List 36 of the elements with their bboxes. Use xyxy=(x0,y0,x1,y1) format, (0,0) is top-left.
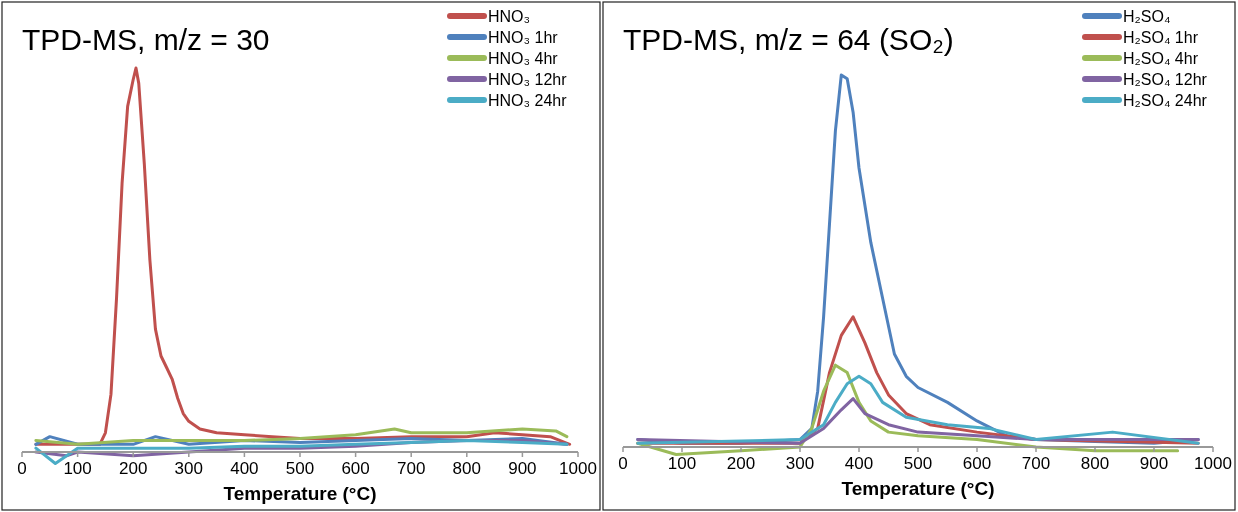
x-tick-label: 200 xyxy=(726,454,756,473)
legend-label: HNO₃ xyxy=(488,8,531,25)
x-axis-title: Temperature (°C) xyxy=(223,483,377,504)
chart-title: TPD-MS, m/z = 64 (SO₂) xyxy=(623,23,954,56)
x-tick-label: 200 xyxy=(119,459,148,478)
x-tick-label: 100 xyxy=(63,459,92,478)
x-tick-label: 1000 xyxy=(1194,454,1232,473)
legend-label: H₂SO₄ 1hr xyxy=(1123,29,1199,46)
x-tick-label: 600 xyxy=(341,459,370,478)
x-tick-label: 300 xyxy=(174,459,203,478)
x-tick-label: 500 xyxy=(903,454,933,473)
legend-label: H₂SO₄ 24hr xyxy=(1123,92,1208,109)
x-axis-title: Temperature (°C) xyxy=(841,478,995,499)
legend-label: HNO₃ 12hr xyxy=(488,71,568,88)
legend-label: HNO₃ 24hr xyxy=(488,92,568,109)
x-tick-label: 300 xyxy=(785,454,815,473)
chart-title: TPD-MS, m/z = 30 xyxy=(22,23,270,56)
x-tick-label: 800 xyxy=(1080,454,1110,473)
legend-label: HNO₃ 4hr xyxy=(488,50,559,67)
x-tick-label: 700 xyxy=(397,459,426,478)
x-tick-label: 400 xyxy=(230,459,259,478)
x-tick-label: 900 xyxy=(508,459,537,478)
x-tick-label: 800 xyxy=(452,459,481,478)
legend-label: HNO₃ 1hr xyxy=(488,29,559,46)
legend-label: H₂SO₄ 4hr xyxy=(1123,50,1199,67)
legend-label: H₂SO₄ 12hr xyxy=(1123,71,1208,88)
legend-label: H₂SO₄ xyxy=(1123,8,1171,25)
x-tick-label: 400 xyxy=(844,454,874,473)
x-tick-label: 700 xyxy=(1021,454,1051,473)
x-tick-label: 900 xyxy=(1139,454,1169,473)
x-tick-label: 600 xyxy=(962,454,992,473)
x-tick-label: 1000 xyxy=(559,459,597,478)
x-tick-label: 100 xyxy=(667,454,697,473)
x-tick-label: 0 xyxy=(618,454,628,473)
x-tick-label: 0 xyxy=(17,459,27,478)
x-tick-label: 500 xyxy=(285,459,315,478)
